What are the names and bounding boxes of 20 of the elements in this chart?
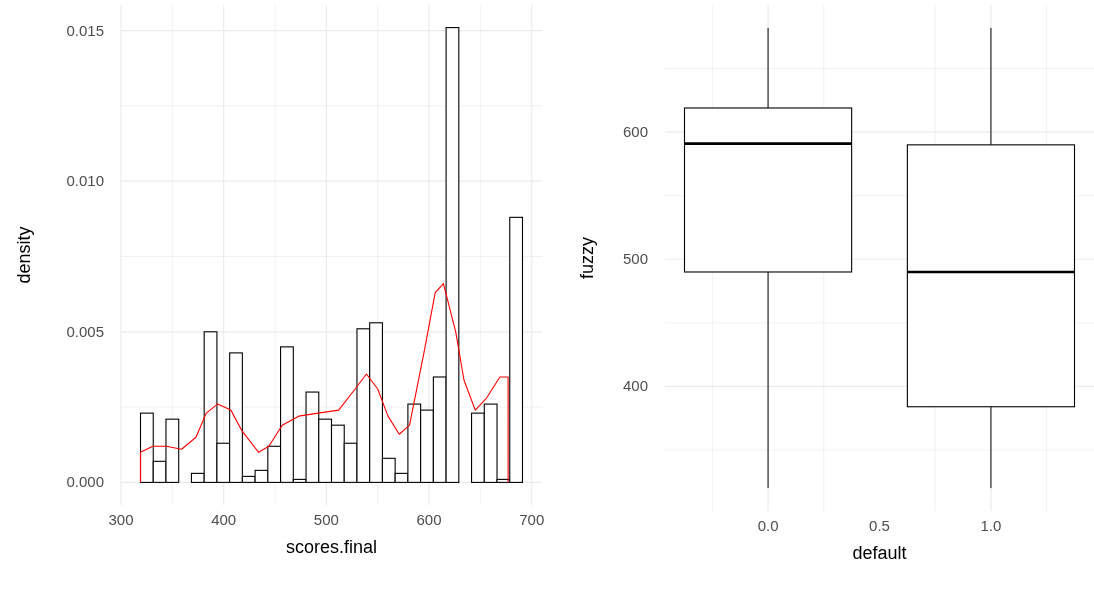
y-tick-label: 0.005 bbox=[66, 322, 104, 340]
x-tick-label: 700 bbox=[519, 511, 545, 528]
x-tick-label: 0.0 bbox=[757, 517, 779, 534]
y-tick-label: 400 bbox=[622, 377, 648, 395]
x-tick-label: 600 bbox=[416, 511, 442, 528]
x-axis-title: scores.final bbox=[285, 537, 378, 557]
y-tick-label: 0.015 bbox=[66, 21, 104, 39]
x-tick-label: 300 bbox=[108, 511, 134, 528]
x-tick-label: 400 bbox=[211, 511, 237, 528]
y-tick-label: 0.000 bbox=[66, 473, 104, 491]
y-tick-label: 0.010 bbox=[66, 172, 104, 190]
text: 0.5 bbox=[869, 517, 890, 534]
x-axis-title: default bbox=[852, 543, 907, 563]
x-tick-label: 1.0 bbox=[980, 517, 1002, 534]
x-tick-label: 500 bbox=[313, 511, 339, 528]
y-axis-title: density bbox=[14, 226, 34, 284]
line-series bbox=[139, 283, 509, 483]
y-tick-label: 600 bbox=[622, 123, 648, 141]
y-axis-title: fuzzy bbox=[577, 236, 597, 280]
y-tick-label: 500 bbox=[622, 250, 648, 268]
